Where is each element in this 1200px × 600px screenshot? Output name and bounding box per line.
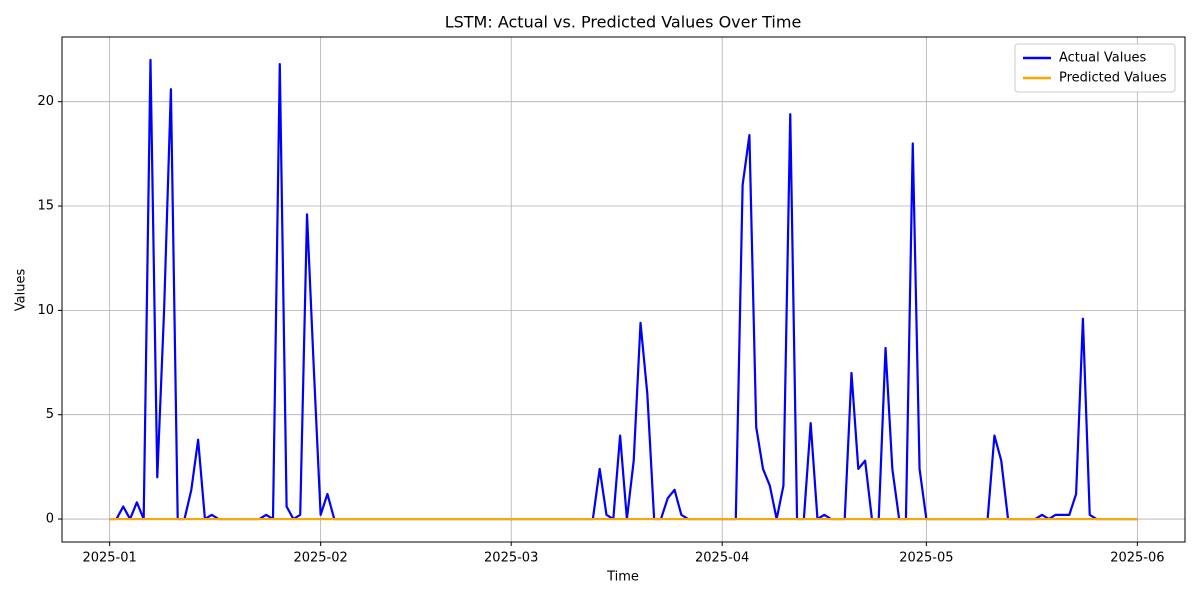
legend-box [1014,43,1176,93]
x-tick-label: 2025-04 [695,551,749,566]
y-tick-label: 20 [37,94,54,109]
y-tick-label: 15 [37,199,54,214]
x-tick-label: 2025-06 [1110,551,1164,566]
y-axis-label: Values [14,269,29,312]
x-tick-label: 2025-02 [293,551,347,566]
legend-label: Predicted Values [1059,71,1167,86]
legend-label: Actual Values [1059,51,1147,66]
y-tick-label: 0 [46,512,54,527]
x-axis-label: Time [606,570,639,585]
y-tick-label: 5 [46,407,54,422]
plot-frame [61,36,1186,543]
x-tick-label: 2025-01 [82,551,136,566]
x-tick-label: 2025-03 [484,551,538,566]
x-tick-label: 2025-05 [899,551,953,566]
legend: Actual Values Predicted Values [1014,43,1176,93]
y-tick-label: 10 [37,303,54,318]
series-line [109,58,1138,521]
chart-title: LSTM: Actual vs. Predicted Values Over T… [445,13,802,32]
